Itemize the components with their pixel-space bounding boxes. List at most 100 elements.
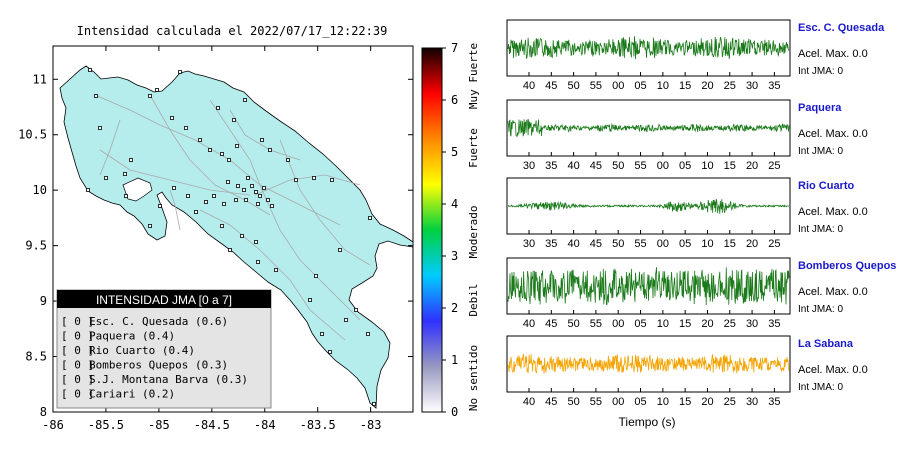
cb-label-fuerte: Fuerte [467, 128, 480, 168]
legend-item-label: Rio Cuarto (0.4) [89, 344, 195, 357]
station-int-jma: Int JMA: 0 [798, 224, 843, 235]
station-marker [338, 248, 342, 252]
cb-label-debil: Debil [467, 283, 480, 316]
waveform-trace [507, 118, 790, 138]
station-int-jma: Int JMA: 0 [798, 66, 843, 77]
station-marker [148, 224, 152, 228]
waveform-panel: 30 35 40 45 50 55 00 05 10 15 20 25 Paquera Acel. Max… [506, 99, 868, 172]
time-tick-label: 05 [679, 160, 691, 172]
station-name: La Sabana [798, 338, 854, 350]
map-station-markers [86, 68, 376, 406]
station-acel-max: Acel. Max. 0.0 [798, 364, 868, 376]
time-tick-label: 55 [590, 80, 602, 92]
station-marker [266, 198, 270, 202]
waveform-panel: 30 35 40 45 50 55 00 05 10 15 20 25 Rio Cuarto Acel. … [506, 177, 868, 250]
station-name: Paquera [798, 102, 842, 114]
lon-tick-label: -83 [360, 418, 382, 432]
time-tick-label: 00 [612, 318, 624, 330]
time-tick-label: 55 [590, 396, 602, 408]
time-tick-label: 00 [657, 160, 669, 172]
station-marker [204, 200, 208, 204]
station-acel-max: Acel. Max. 0.0 [798, 128, 868, 140]
time-tick-label: 15 [679, 318, 691, 330]
station-acel-max: Acel. Max. 0.0 [798, 286, 868, 298]
legend-item-code: [ 0 ] [61, 388, 94, 401]
waveform-trace [507, 36, 790, 60]
map-title: Intensidad calculada el 2022/07/17_12:22… [77, 24, 388, 38]
time-tick-label: 30 [523, 160, 535, 172]
waveform-panel: 40 45 50 55 00 05 10 15 20 25 30 35 Esc. C. Quesada A… [506, 19, 885, 92]
station-marker [222, 202, 226, 206]
time-tick-label: 05 [634, 80, 646, 92]
legend-item-code: [ 0 ] [61, 373, 94, 386]
time-tick-label: 20 [701, 80, 713, 92]
lat-tick-label: 9.5 [25, 239, 47, 253]
station-name: Bomberos Quepos [798, 260, 896, 272]
lon-tick-label: -85.5 [88, 418, 124, 432]
station-marker [94, 94, 98, 98]
time-tick-label: 00 [657, 238, 669, 250]
station-marker [270, 204, 274, 208]
station-marker [260, 138, 264, 142]
station-marker [250, 184, 254, 188]
lat-tick-label: 8.5 [25, 350, 47, 364]
station-marker [212, 194, 216, 198]
gulf-water [122, 177, 153, 202]
station-marker [235, 144, 239, 148]
station-marker [308, 298, 312, 302]
station-int-jma: Int JMA: 0 [798, 382, 843, 393]
time-tick-label: 45 [545, 80, 557, 92]
time-tick-label: 05 [679, 238, 691, 250]
intensity-colorbar: 0 1 2 3 4 5 6 7 No sentido Debil Moderado Fuert… [421, 41, 480, 419]
station-marker [184, 126, 188, 130]
time-tick-label: 15 [724, 238, 736, 250]
station-int-jma: Int JMA: 0 [798, 146, 843, 157]
time-tick-label: 30 [746, 80, 758, 92]
time-tick-label: 30 [523, 238, 535, 250]
time-tick-label: 40 [523, 318, 535, 330]
station-marker [244, 198, 248, 202]
time-tick-label: 35 [768, 80, 780, 92]
time-tick-label: 45 [545, 318, 557, 330]
time-tick-label: 05 [634, 318, 646, 330]
station-marker [124, 194, 128, 198]
time-tick-label: 50 [612, 160, 624, 172]
legend-item-code: [ 0 ] [61, 315, 94, 328]
time-tick-label: 15 [679, 80, 691, 92]
legend-item-code: [ 0 ] [61, 359, 94, 372]
station-marker [240, 234, 244, 238]
lon-tick-label: -84 [254, 418, 276, 432]
station-marker [232, 118, 236, 122]
station-marker [123, 172, 127, 176]
time-tick-label: 40 [523, 80, 535, 92]
station-marker [243, 98, 247, 102]
station-int-jma: Int JMA: 0 [798, 304, 843, 315]
lat-tick-label: 10 [33, 183, 47, 197]
station-marker [129, 158, 133, 162]
time-tick-label: 15 [679, 396, 691, 408]
station-marker [286, 158, 290, 162]
colorbar-category-labels: No sentido Debil Moderado Fuerte Muy Fue… [467, 43, 480, 411]
cb-label-moderado: Moderado [467, 206, 480, 259]
station-marker [86, 188, 90, 192]
station-marker [158, 204, 162, 208]
time-tick-label: 25 [768, 238, 780, 250]
station-marker [234, 198, 238, 202]
waveform-trace [507, 353, 790, 374]
time-tick-label: 35 [545, 160, 557, 172]
station-marker [254, 240, 258, 244]
station-marker [330, 178, 334, 182]
station-marker [274, 268, 278, 272]
map-longitude-ticks: -86 -85.5 -85 -84.5 -84 -83.5 -83 [42, 46, 381, 432]
time-tick-label: 10 [657, 318, 669, 330]
time-tick-label: 25 [724, 80, 736, 92]
station-marker [268, 148, 272, 152]
time-tick-label: 25 [724, 318, 736, 330]
station-marker [208, 148, 212, 152]
lon-tick-label: -84.5 [194, 418, 230, 432]
station-marker [328, 350, 332, 354]
map-latitude-ticks: 11 10.5 10 9.5 9 8.5 8 [18, 72, 413, 419]
map-panel: -86 -85.5 -85 -84.5 -84 -83.5 -83 11 10.5 10 9.5 9… [18, 45, 414, 432]
time-tick-label: 10 [701, 238, 713, 250]
